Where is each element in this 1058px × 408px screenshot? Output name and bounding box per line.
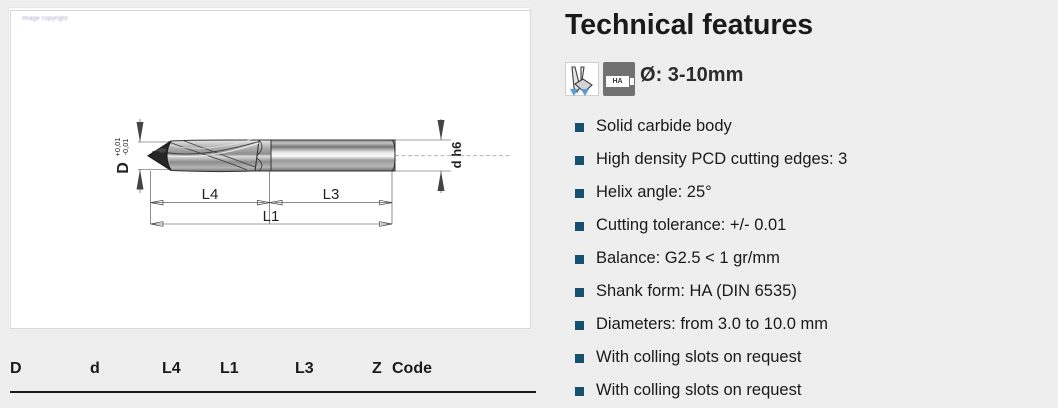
svg-text:L4: L4	[202, 186, 219, 203]
svg-text:L3: L3	[323, 186, 340, 203]
svg-text:D: D	[115, 162, 132, 174]
svg-text:d h6: d h6	[449, 142, 464, 169]
svg-text:L1: L1	[263, 208, 280, 225]
svg-text:-0,01: -0,01	[121, 138, 130, 155]
